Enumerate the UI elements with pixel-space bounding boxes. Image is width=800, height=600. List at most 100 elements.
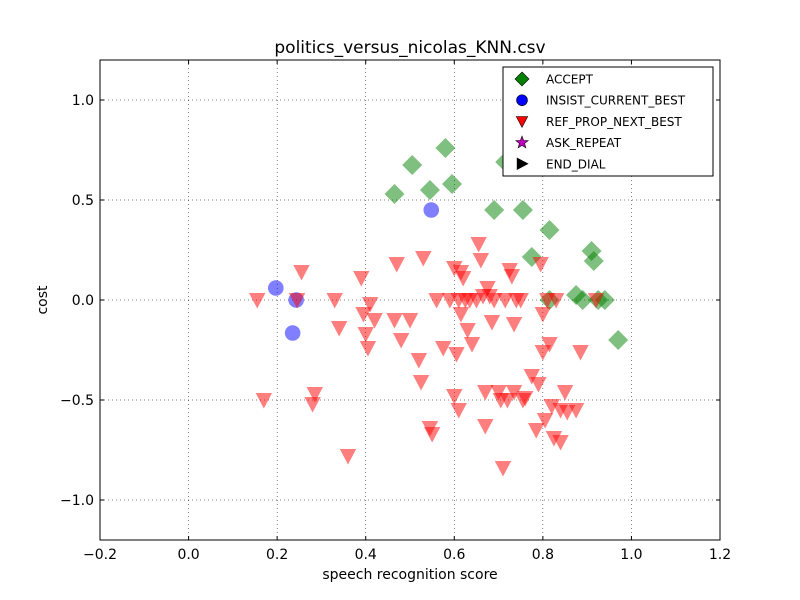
ref-prop-next-best-point xyxy=(288,293,306,309)
ref-prop-next-best-point xyxy=(503,269,521,285)
x-tick-label: 0.0 xyxy=(177,547,199,563)
ref-prop-next-best-point xyxy=(361,297,379,313)
x-tick-label: 0.6 xyxy=(443,547,465,563)
ref-prop-next-best-point xyxy=(494,461,512,477)
ref-prop-next-best-point xyxy=(587,293,605,309)
ref-prop-next-best-point xyxy=(479,281,496,297)
ref-prop-next-best-point xyxy=(412,375,430,391)
ref-prop-next-best-point xyxy=(552,435,569,451)
ref-prop-next-best-point xyxy=(293,265,310,281)
ref-prop-next-best-point xyxy=(428,293,445,309)
ref-prop-next-best-point xyxy=(490,385,507,401)
accept-point xyxy=(419,180,440,200)
ref-prop-next-best-point xyxy=(330,321,348,337)
legend-marker-insist-current-best xyxy=(516,94,528,106)
ref-prop-next-best-point xyxy=(255,393,273,409)
accept-point xyxy=(572,290,593,310)
ref-prop-next-best-point xyxy=(472,253,490,269)
ref-prop-next-best-point xyxy=(249,293,266,309)
ref-prop-next-best-point xyxy=(423,427,441,443)
accept-point xyxy=(539,220,560,240)
ref-prop-next-best-point xyxy=(359,341,377,357)
accept-point xyxy=(608,330,629,350)
legend-marker-ref-prop-next-best xyxy=(515,116,529,128)
y-tick-label: 1.0 xyxy=(72,93,94,109)
insist-current-best-point xyxy=(423,202,440,218)
accept-point xyxy=(583,251,604,271)
ref-prop-next-best-point xyxy=(459,323,476,339)
ref-prop-next-best-point xyxy=(388,257,405,273)
ref-prop-next-best-point xyxy=(435,341,452,357)
legend-label-end-dial: END_DIAL xyxy=(546,157,606,171)
ref-prop-next-best-point xyxy=(532,257,549,273)
ref-prop-next-best-point xyxy=(366,313,383,329)
ref-prop-next-best-point xyxy=(355,307,372,323)
ref-prop-next-best-point xyxy=(530,377,547,393)
ref-prop-next-best-point xyxy=(572,345,589,361)
ref-prop-next-best-point xyxy=(306,387,323,403)
legend-marker-end-dial xyxy=(516,157,529,171)
ref-prop-next-best-point xyxy=(499,393,516,409)
ref-prop-next-best-point xyxy=(534,307,552,323)
legend-marker-accept xyxy=(514,71,530,87)
ref-prop-next-best-point xyxy=(415,251,432,267)
y-tick-label: 0.0 xyxy=(72,293,94,309)
ref-prop-next-best-point xyxy=(401,313,419,329)
x-tick-label: 1.2 xyxy=(709,547,731,563)
chart-title: politics_versus_nicolas_KNN.csv xyxy=(274,38,545,58)
ref-prop-next-best-point xyxy=(450,403,467,419)
ref-prop-next-best-point xyxy=(543,399,560,415)
ref-prop-next-best-point xyxy=(304,397,321,413)
ref-prop-next-best-point xyxy=(357,327,374,343)
ref-prop-next-best-point xyxy=(452,307,470,323)
legend-label-ref-prop-next-best: REF_PROP_NEXT_BEST xyxy=(546,115,682,129)
accept-point xyxy=(442,174,463,194)
ref-prop-next-best-point xyxy=(556,385,574,401)
y-tick-label: −1.0 xyxy=(60,493,94,509)
ref-prop-next-best-point xyxy=(505,385,523,401)
ref-prop-next-best-point xyxy=(547,293,565,309)
ref-prop-next-best-point xyxy=(448,347,465,363)
ref-prop-next-best-point xyxy=(545,431,563,447)
x-tick-label: 1.0 xyxy=(620,547,642,563)
x-tick-label: 0.8 xyxy=(532,547,554,563)
legend-frame xyxy=(502,66,714,177)
y-tick-label: 0.5 xyxy=(72,193,94,209)
x-tick-label: −0.2 xyxy=(83,547,117,563)
ref-prop-next-best-point xyxy=(339,449,357,465)
insist-current-best-point xyxy=(284,325,301,341)
ref-prop-next-best-point xyxy=(516,391,534,407)
axis-ticks: −0.2 0.0 0.2 0.4 0.6 0.8 1.0 1.2 −1.0 −0.5 0.0 0.5 1… xyxy=(60,60,731,563)
ref-prop-next-best-point xyxy=(446,389,463,405)
x-tick-label: 0.2 xyxy=(266,547,288,563)
ref-prop-next-best-point xyxy=(353,271,370,287)
ref-prop-next-best-point xyxy=(505,317,523,333)
insist-current-best-point xyxy=(268,280,284,296)
accept-point xyxy=(384,184,405,204)
ref-prop-next-best-point xyxy=(485,293,503,309)
ref-prop-next-best-point xyxy=(386,313,403,329)
legend-label-insist-current-best: INSIST_CURRENT_BEST xyxy=(546,94,686,108)
ref-prop-next-best-point xyxy=(536,413,554,429)
ref-prop-next-best-point xyxy=(454,271,472,287)
data-points xyxy=(249,138,629,477)
legend-label-ask-repeat: ASK_REPEAT xyxy=(546,136,622,150)
ref-prop-next-best-point xyxy=(477,385,494,401)
ref-prop-next-best-point xyxy=(528,423,545,439)
ref-prop-next-best-point xyxy=(497,293,514,309)
ref-prop-next-best-point xyxy=(567,403,585,419)
legend: ACCEPT INSIST_CURRENT_BEST REF_PROP_NEXT_B… xyxy=(502,66,714,177)
ref-prop-next-best-point xyxy=(410,353,428,369)
legend-marker-ask-repeat xyxy=(515,135,529,149)
accept-point xyxy=(484,200,505,220)
accept-point xyxy=(435,138,456,158)
ref-prop-next-best-point xyxy=(392,333,410,349)
ref-prop-next-best-point xyxy=(463,337,481,353)
accept-point xyxy=(402,155,423,175)
ref-prop-next-best-point xyxy=(523,369,540,385)
legend-label-accept: ACCEPT xyxy=(546,73,594,87)
ref-prop-next-best-point xyxy=(534,345,552,361)
ref-prop-next-best-point xyxy=(541,337,558,353)
ref-prop-next-best-point xyxy=(512,293,529,309)
